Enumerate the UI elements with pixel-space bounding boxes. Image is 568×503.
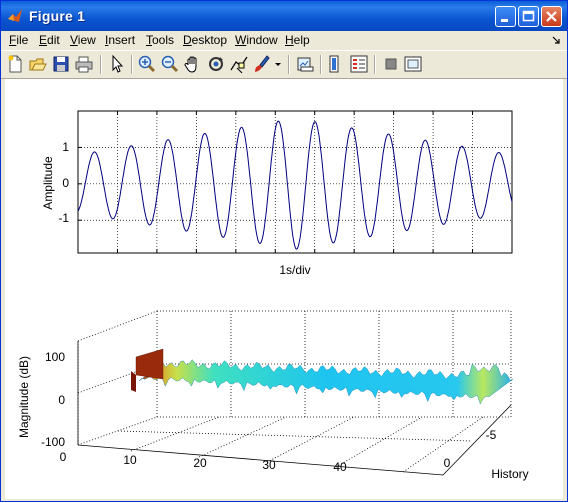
close-icon — [546, 11, 557, 22]
maximize-icon — [522, 10, 535, 22]
amplitude-axes[interactable]: 1 0 -1 Amplitude 1s/div — [41, 110, 513, 277]
edit-plot-icon[interactable] — [107, 54, 127, 74]
waterfall-xtick-label: 30 — [262, 458, 276, 472]
waterfall-ytick-label: -5 — [486, 428, 497, 442]
waterfall-ztick-label: 100 — [45, 350, 65, 364]
zoom-in-icon[interactable] — [137, 54, 157, 74]
waterfall-ztick-label: -100 — [41, 435, 65, 449]
waterfall-xtick-label: 0 — [60, 450, 67, 464]
brush-icon[interactable] — [252, 54, 272, 74]
toolbar-separator — [100, 55, 102, 74]
new-figure-icon[interactable] — [5, 54, 25, 74]
menu-bar: File Edit View Insert Tools Desktop Wind… — [1, 31, 567, 50]
menu-file[interactable]: File — [9, 33, 29, 47]
menu-window[interactable]: Window — [235, 33, 278, 47]
waterfall-xtick-label: 20 — [193, 456, 207, 470]
figure-canvas: 1 0 -1 Amplitude 1s/div — [5, 79, 563, 499]
toolbar-separator — [131, 55, 133, 74]
insert-colorbar-icon[interactable] — [326, 54, 346, 74]
waterfall-axes[interactable]: 100 0 -100 Magnitude (dB) 0 10 20 30 40 … — [17, 310, 529, 481]
menu-desktop[interactable]: Desktop — [183, 33, 228, 47]
save-icon[interactable] — [51, 54, 71, 74]
amplitude-ytick-label: 1 — [62, 140, 69, 154]
waterfall-xtick-label: 10 — [123, 453, 137, 467]
waterfall-zlabel: Magnitude (dB) — [17, 356, 31, 438]
figure-plots: 1 0 -1 Amplitude 1s/div — [17, 110, 529, 481]
toolbar-separator — [374, 55, 376, 74]
toolbar-separator — [320, 55, 322, 74]
amplitude-xlabel: 1s/div — [279, 263, 310, 277]
amplitude-axes-frame — [77, 110, 513, 254]
amplitude-ytick-label: -1 — [58, 211, 69, 225]
insert-legend-icon[interactable] — [349, 54, 369, 74]
maximize-button[interactable] — [518, 6, 539, 27]
minimize-button[interactable] — [495, 6, 516, 27]
menu-edit[interactable]: Edit — [39, 33, 60, 47]
hide-plot-tools-icon[interactable] — [381, 54, 401, 74]
waterfall-ylabel: History — [491, 467, 528, 481]
rotate-3d-icon[interactable] — [206, 54, 226, 74]
title-bar[interactable]: Figure 1 — [1, 1, 567, 31]
waterfall-ztick-label: 0 — [58, 393, 65, 407]
waterfall-surface-front-edge — [131, 371, 136, 392]
show-plot-tools-icon[interactable] — [403, 54, 423, 74]
matlab-logo-icon — [8, 9, 22, 22]
amplitude-ylabel: Amplitude — [41, 156, 55, 210]
link-plot-icon[interactable] — [295, 54, 315, 74]
zoom-out-icon[interactable] — [160, 54, 180, 74]
close-button[interactable] — [541, 6, 562, 27]
minimize-icon — [501, 19, 508, 22]
menu-tools[interactable]: Tools — [146, 33, 175, 47]
print-icon[interactable] — [74, 54, 94, 74]
open-file-icon[interactable] — [28, 54, 48, 74]
waterfall-axis-edges — [77, 404, 512, 476]
menu-insert[interactable]: Insert — [105, 33, 136, 47]
amplitude-ytick-label: 0 — [62, 176, 69, 190]
pan-icon[interactable] — [183, 54, 203, 74]
data-cursor-icon[interactable] — [229, 54, 249, 74]
waterfall-xtick-label: 40 — [333, 460, 347, 474]
dock-arrow-icon[interactable] — [552, 36, 561, 45]
figure-toolbar — [1, 50, 567, 79]
menu-view[interactable]: View — [70, 33, 96, 47]
waterfall-surface-peak — [135, 348, 164, 380]
amplitude-series-line — [77, 120, 513, 250]
menu-help[interactable]: Help — [285, 33, 310, 47]
toolbar-separator — [288, 55, 290, 74]
window-title: Figure 1 — [29, 8, 86, 24]
brush-dropdown-icon[interactable] — [273, 54, 283, 74]
amplitude-grid — [78, 111, 512, 253]
waterfall-ytick-label: 0 — [444, 456, 451, 470]
waterfall-surface — [138, 359, 514, 405]
